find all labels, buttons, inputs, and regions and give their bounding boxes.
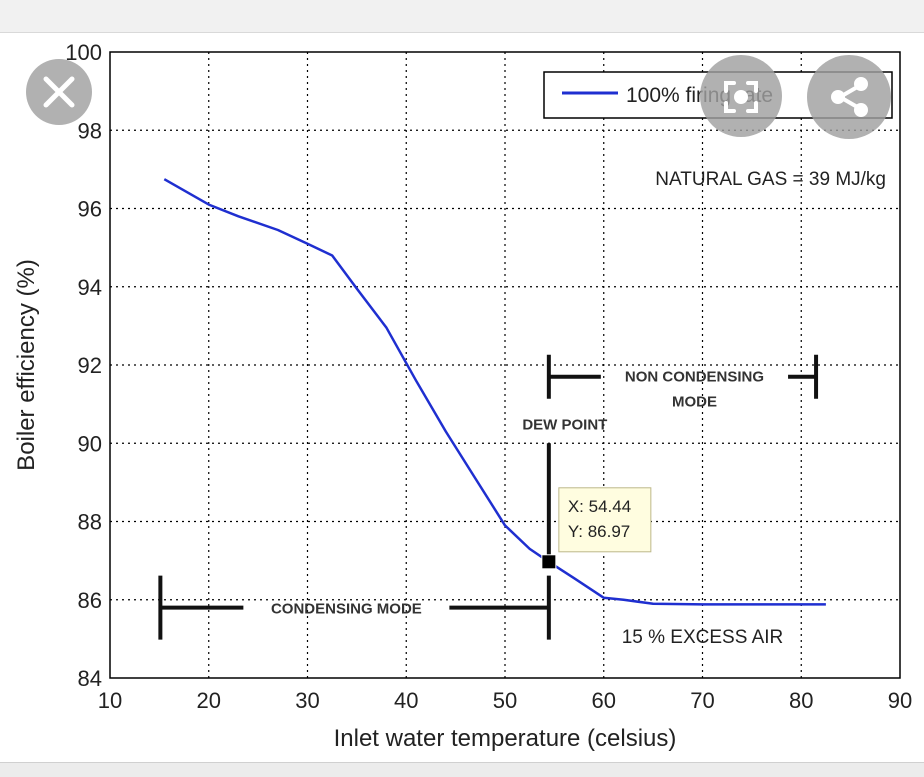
image-search-button[interactable] bbox=[700, 55, 782, 137]
x-tick-label: 10 bbox=[98, 688, 122, 713]
series-line bbox=[163, 178, 826, 606]
x-tick-label: 70 bbox=[690, 688, 714, 713]
excess-air-annotation: 15 % EXCESS AIR bbox=[622, 627, 784, 648]
condensing-mode-label: CONDENSING MODE bbox=[271, 601, 422, 618]
y-tick-label: 84 bbox=[78, 666, 102, 691]
x-tick-label: 30 bbox=[295, 688, 319, 713]
bottom-strip bbox=[0, 762, 924, 777]
y-tick-label: 88 bbox=[78, 510, 102, 535]
data-tip-y: Y: 86.97 bbox=[568, 522, 630, 541]
close-button[interactable] bbox=[26, 59, 92, 125]
annotations: CONDENSING MODE NON CONDENSING MODE DEW … bbox=[158, 169, 886, 648]
data-tip-marker bbox=[541, 554, 557, 570]
share-icon bbox=[831, 77, 868, 117]
series-layer bbox=[163, 178, 826, 606]
fuel-annotation: NATURAL GAS = 39 MJ/kg bbox=[655, 169, 886, 190]
y-axis-title: Boiler efficiency (%) bbox=[13, 259, 40, 471]
non-condensing-label-line2: MODE bbox=[672, 394, 717, 411]
x-tick-label: 50 bbox=[493, 688, 517, 713]
x-tick-label: 60 bbox=[592, 688, 616, 713]
data-tip-box bbox=[558, 487, 652, 553]
x-tick-label: 80 bbox=[789, 688, 813, 713]
x-tick-label: 90 bbox=[888, 688, 912, 713]
top-strip bbox=[0, 0, 924, 33]
close-icon bbox=[43, 76, 75, 108]
x-axis-title: Inlet water temperature (celsius) bbox=[334, 725, 677, 752]
y-tick-label: 94 bbox=[78, 275, 102, 300]
grid bbox=[110, 52, 900, 678]
y-tick-label: 86 bbox=[78, 588, 102, 613]
data-tip: X: 54.44 Y: 86.97 bbox=[541, 487, 652, 570]
data-tip-x: X: 54.44 bbox=[568, 497, 631, 516]
dew-point-label: DEW POINT bbox=[522, 417, 607, 434]
non-condensing-label-line1: NON CONDENSING bbox=[625, 369, 764, 386]
x-tick-label: 40 bbox=[394, 688, 418, 713]
y-tick-label: 98 bbox=[78, 118, 102, 143]
share-button[interactable] bbox=[807, 55, 891, 139]
y-tick-label: 96 bbox=[78, 197, 102, 222]
y-tick-label: 90 bbox=[78, 431, 102, 456]
x-tick-label: 20 bbox=[197, 688, 221, 713]
image-search-icon bbox=[724, 81, 758, 113]
y-tick-label: 92 bbox=[78, 353, 102, 378]
plot-frame bbox=[109, 51, 901, 679]
